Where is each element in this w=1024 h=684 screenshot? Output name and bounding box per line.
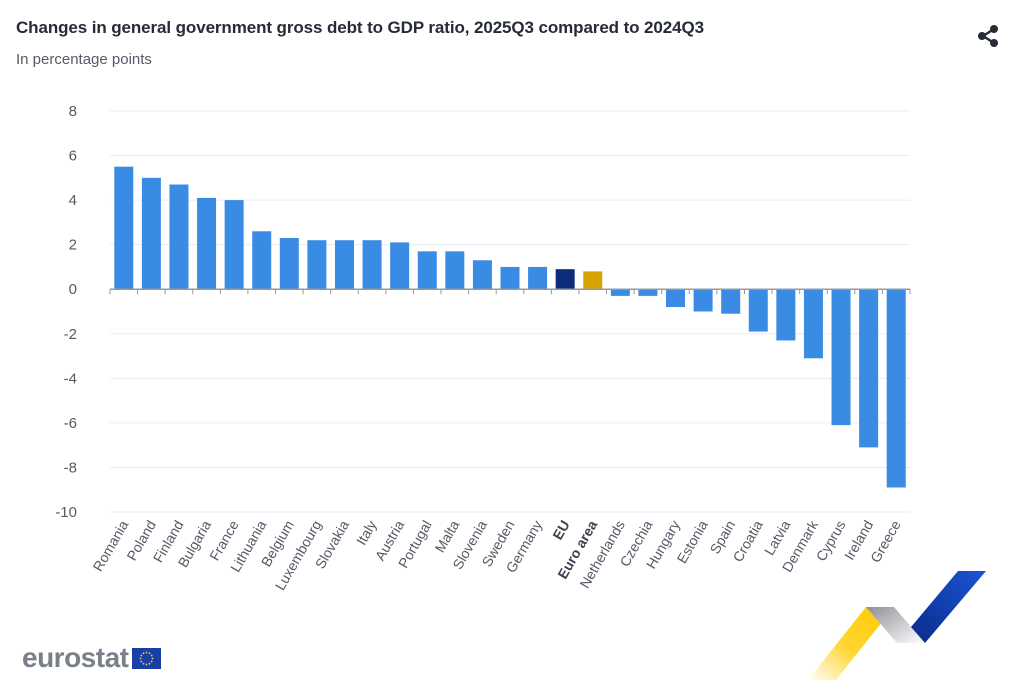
eurostat-logo[interactable]: eurostat: [22, 642, 162, 673]
bar-germany[interactable]: [528, 266, 548, 290]
bar-hungary[interactable]: [666, 289, 686, 308]
x-tick-label: EU: [549, 518, 573, 543]
bar-ireland[interactable]: [859, 289, 879, 448]
bar-spain[interactable]: [721, 289, 741, 314]
y-tick-label: -8: [64, 459, 77, 476]
y-tick-label: 2: [69, 237, 77, 254]
bar-denmark[interactable]: [803, 289, 823, 359]
bars: [114, 166, 906, 488]
bar-greece[interactable]: [886, 289, 906, 488]
bar-france[interactable]: [224, 200, 244, 290]
chart-title: Changes in general government gross debt…: [16, 18, 704, 37]
bar-poland[interactable]: [141, 177, 161, 290]
bar-belgium[interactable]: [279, 237, 299, 290]
bar-czechia[interactable]: [638, 289, 658, 296]
y-tick-label: -10: [55, 504, 77, 521]
bar-bulgaria[interactable]: [197, 197, 217, 290]
x-tick-label: Italy: [353, 518, 380, 548]
bar-netherlands[interactable]: [610, 289, 630, 296]
x-axis-labels: RomaniaPolandFinlandBulgariaFranceLithua…: [90, 517, 904, 593]
bar-estonia[interactable]: [693, 289, 713, 312]
x-tick-label: Romania: [90, 517, 132, 574]
y-tick-label: -6: [64, 415, 77, 432]
eu-flag-icon: [132, 647, 162, 669]
bar-malta[interactable]: [445, 251, 465, 290]
y-tick-label: 0: [69, 281, 77, 298]
bar-eu[interactable]: [555, 269, 575, 290]
y-tick-label: 8: [69, 103, 77, 120]
bar-romania[interactable]: [114, 166, 134, 290]
bar-finland[interactable]: [169, 184, 189, 290]
logo-text: eurostat: [22, 642, 129, 673]
bar-luxembourg[interactable]: [307, 240, 327, 290]
y-tick-label: -4: [64, 370, 77, 387]
bar-slovakia[interactable]: [334, 240, 354, 290]
bar-cyprus[interactable]: [831, 289, 851, 426]
share-button[interactable]: [972, 20, 1004, 52]
x-axis: [109, 288, 911, 295]
bar-lithuania[interactable]: [252, 231, 272, 290]
chart-subtitle: In percentage points: [16, 51, 152, 68]
bar-slovenia[interactable]: [472, 260, 492, 290]
y-axis-labels: 8 6 4 2 0 -2 -4 -6 -8 -10: [55, 103, 77, 521]
bar-portugal[interactable]: [417, 251, 437, 290]
bar-croatia[interactable]: [748, 289, 768, 332]
share-icon: [978, 25, 998, 47]
bar-euro-area[interactable]: [583, 271, 603, 290]
y-tick-label: 4: [69, 192, 77, 209]
bar-chart: 8 6 4 2 0 -2 -4 -6 -8 -10 RomaniaPolandFinlandBul…: [55, 103, 911, 593]
decorative-ribbon-icon: [808, 571, 986, 680]
y-tick-label: 6: [69, 148, 77, 165]
y-tick-label: -2: [64, 326, 77, 343]
bar-latvia[interactable]: [776, 289, 796, 341]
bar-sweden[interactable]: [500, 266, 520, 290]
bar-austria[interactable]: [390, 242, 410, 290]
bar-italy[interactable]: [362, 240, 382, 290]
